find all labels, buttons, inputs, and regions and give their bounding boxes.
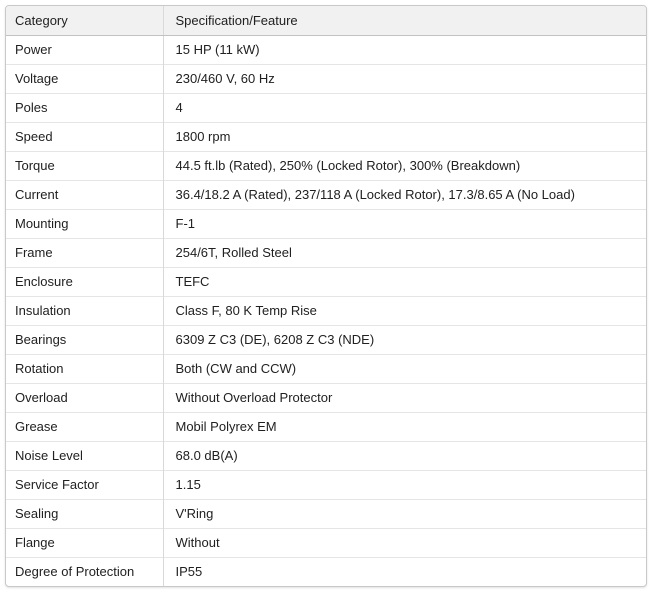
specification-cell: Without Overload Protector <box>163 382 646 412</box>
category-cell: Current <box>6 179 164 209</box>
category-cell: Overload <box>6 382 164 412</box>
table-row: Mounting F-1 <box>6 208 646 238</box>
table-row: Noise Level 68.0 dB(A) <box>6 440 646 470</box>
category-cell: Power <box>6 35 164 64</box>
table-row: Power 15 HP (11 kW) <box>6 35 646 64</box>
category-cell: Rotation <box>6 353 164 383</box>
table-row: Bearings 6309 Z C3 (DE), 6208 Z C3 (NDE) <box>6 324 646 354</box>
category-cell: Mounting <box>6 208 164 238</box>
table-row: Flange Without <box>6 527 646 557</box>
specification-cell: 1800 rpm <box>163 121 646 151</box>
specification-cell: IP55 <box>163 556 646 586</box>
specification-cell: 230/460 V, 60 Hz <box>163 63 646 93</box>
table-row: Service Factor 1.15 <box>6 469 646 499</box>
category-cell: Insulation <box>6 295 164 325</box>
category-cell: Torque <box>6 150 164 180</box>
specification-cell: F-1 <box>163 208 646 238</box>
table-row: Voltage 230/460 V, 60 Hz <box>6 63 646 93</box>
specification-cell: TEFC <box>163 266 646 296</box>
table-header-row: Category Specification/Feature <box>6 6 646 36</box>
table-body: Power 15 HP (11 kW) Voltage 230/460 V, 60 H… <box>6 35 646 586</box>
specification-cell: Mobil Polyrex EM <box>163 411 646 441</box>
column-header-specification: Specification/Feature <box>163 6 646 36</box>
category-cell: Enclosure <box>6 266 164 296</box>
specification-cell: Both (CW and CCW) <box>163 353 646 383</box>
table-row: Grease Mobil Polyrex EM <box>6 411 646 441</box>
column-header-category: Category <box>6 6 164 36</box>
specification-cell: 254/6T, Rolled Steel <box>163 237 646 267</box>
specification-cell: 1.15 <box>163 469 646 499</box>
table-row: Enclosure TEFC <box>6 266 646 296</box>
category-cell: Frame <box>6 237 164 267</box>
category-cell: Service Factor <box>6 469 164 499</box>
specification-cell: 36.4/18.2 A (Rated), 237/118 A (Locked R… <box>163 179 646 209</box>
table-row: Overload Without Overload Protector <box>6 382 646 412</box>
specification-cell: 15 HP (11 kW) <box>175 42 260 57</box>
category-cell: Poles <box>6 92 164 122</box>
table-row: Degree of Protection IP55 <box>6 556 646 586</box>
table-row: Speed 1800 rpm <box>6 121 646 151</box>
specification-cell: V'Ring <box>163 498 646 528</box>
specification-cell: 44.5 ft.lb (Rated), 250% (Locked Rotor),… <box>163 150 646 180</box>
specification-cell: 4 <box>163 92 646 122</box>
specification-cell: 6309 Z C3 (DE), 6208 Z C3 (NDE) <box>163 324 646 354</box>
table-row: Current 36.4/18.2 A (Rated), 237/118 A (L… <box>6 179 646 209</box>
category-cell: Bearings <box>6 324 164 354</box>
category-cell: Flange <box>6 527 164 557</box>
category-cell: Sealing <box>6 498 164 528</box>
table-row: Frame 254/6T, Rolled Steel <box>6 237 646 267</box>
table-row: Sealing V'Ring <box>6 498 646 528</box>
category-cell: Degree of Protection <box>6 556 164 586</box>
motor-specification-table: Category Specification/Feature Power 15 H… <box>6 6 646 586</box>
category-cell: Speed <box>6 121 164 151</box>
table-row: Torque 44.5 ft.lb (Rated), 250% (Locked R… <box>6 150 646 180</box>
table-row: Insulation Class F, 80 K Temp Rise <box>6 295 646 325</box>
category-cell: Grease <box>6 411 164 441</box>
table-row: Poles 4 <box>6 92 646 122</box>
specification-cell: 68.0 dB(A) <box>163 440 646 470</box>
specification-cell: Without <box>163 527 646 557</box>
category-cell: Voltage <box>6 63 164 93</box>
table-row: Rotation Both (CW and CCW) <box>6 353 646 383</box>
specification-cell: Class F, 80 K Temp Rise <box>163 295 646 325</box>
spec-table: Category Specification/Feature Power 15 H… <box>5 5 647 587</box>
category-cell: Noise Level <box>6 440 164 470</box>
